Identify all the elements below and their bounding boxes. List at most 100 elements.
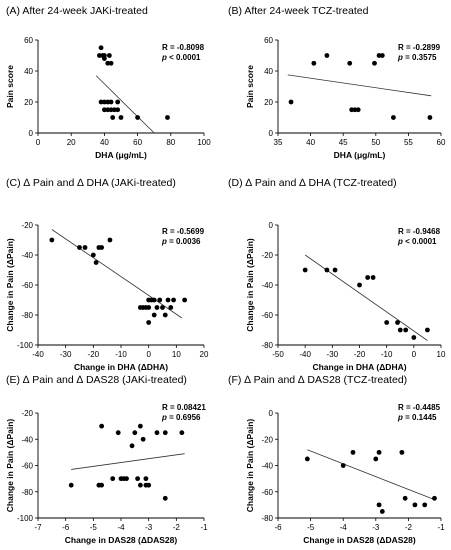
data-point xyxy=(99,482,105,488)
data-point xyxy=(179,430,185,436)
y-tick-label: 60 xyxy=(264,36,273,45)
data-point xyxy=(146,305,152,310)
data-point xyxy=(97,53,102,58)
data-point xyxy=(98,45,104,51)
data-point xyxy=(108,60,114,66)
y-tick-label: 0 xyxy=(269,221,274,230)
data-point xyxy=(90,252,96,258)
stat-r: R = -0.2899 xyxy=(398,43,441,52)
x-tick-label: -6 xyxy=(62,523,70,532)
x-tick-label: 40 xyxy=(100,138,109,147)
data-point xyxy=(110,476,116,482)
y-tick-label: -60 xyxy=(21,462,33,471)
y-axis-label: Change in Pain (ΔPain) xyxy=(5,419,15,513)
x-tick-label: 40 xyxy=(306,138,315,147)
data-point xyxy=(146,320,152,325)
panel-title-b: (B) After 24-week TCZ-treated xyxy=(228,5,369,17)
x-tick-label: 20 xyxy=(67,138,76,147)
data-point xyxy=(340,463,346,468)
data-point xyxy=(49,237,55,243)
stat-r: R = 0.08421 xyxy=(162,403,206,412)
data-point xyxy=(370,275,376,280)
data-point xyxy=(105,60,111,66)
y-axis-label: Pain score xyxy=(5,65,15,108)
data-point xyxy=(162,430,168,436)
x-tick-label: -30 xyxy=(60,350,72,359)
stat-p: p = 0.3575 xyxy=(397,53,437,62)
panel-c: (C) ∆ Pain and ∆ DHA (JAKi-treated) -40 -3… xyxy=(5,177,209,372)
y-tick-label: 60 xyxy=(24,36,33,45)
data-point xyxy=(384,320,390,325)
data-point xyxy=(332,267,338,273)
data-point xyxy=(311,60,317,66)
x-tick-label: -2 xyxy=(173,523,181,532)
data-point xyxy=(168,305,174,310)
regression-line xyxy=(95,75,155,134)
x-tick-label: -5 xyxy=(90,523,98,532)
data-point xyxy=(399,449,405,455)
data-point xyxy=(105,99,111,105)
data-point xyxy=(376,449,382,455)
x-tick-label: 45 xyxy=(339,138,348,147)
x-tick-label: 0 xyxy=(146,350,151,359)
data-point xyxy=(99,245,105,250)
data-point xyxy=(357,282,362,288)
data-point xyxy=(124,476,129,482)
data-point xyxy=(107,237,113,243)
x-axis-label: Change in DAS28 (ΔDAS28) xyxy=(65,535,178,545)
x-tick-label: 50 xyxy=(371,138,380,147)
data-point xyxy=(379,53,385,58)
data-point xyxy=(151,297,157,303)
data-point xyxy=(143,476,149,482)
x-tick-label: 100 xyxy=(197,138,211,147)
data-point xyxy=(376,502,382,508)
panel-title-d: (D) ∆ Pain and ∆ DHA (TCZ-treated) xyxy=(228,177,397,189)
data-point xyxy=(427,115,433,120)
data-point xyxy=(324,267,330,273)
data-point xyxy=(102,107,107,113)
data-point xyxy=(98,99,104,105)
y-tick-label: -100 xyxy=(17,341,34,350)
data-point xyxy=(402,495,408,501)
data-point xyxy=(146,482,152,488)
x-tick-label: -10 xyxy=(115,350,127,359)
panel-b: (B) After 24-week TCZ-treated 35 40 45 50 55 6… xyxy=(228,5,446,160)
data-point xyxy=(288,99,294,105)
y-axis-label: Pain score xyxy=(245,65,255,108)
x-tick-label: 55 xyxy=(404,138,413,147)
y-tick-label: -40 xyxy=(21,251,33,260)
data-point xyxy=(171,297,176,303)
data-point xyxy=(350,449,356,455)
stat-p: p = 0.6956 xyxy=(161,413,201,422)
x-tick-label: -40 xyxy=(299,350,311,359)
data-point xyxy=(302,267,308,273)
stat-p: p = 0.0036 xyxy=(161,237,201,246)
data-point xyxy=(108,99,114,105)
x-tick-label: 10 xyxy=(437,350,446,359)
data-point xyxy=(165,115,170,120)
x-tick-label: -1 xyxy=(200,523,208,532)
data-point xyxy=(422,502,428,508)
data-point xyxy=(154,430,160,436)
x-tick-label: -5 xyxy=(307,523,315,532)
panel-a: (A) After 24-week JAKi-treated 0 20 40 60 80 1… xyxy=(5,5,211,160)
x-tick-label: -7 xyxy=(34,523,42,532)
x-tick-label: -1 xyxy=(437,523,445,532)
panel-e: (E) ∆ Pain and ∆ DAS28 (JAKi-treated)-7-… xyxy=(5,374,208,545)
y-tick-label: 40 xyxy=(264,67,273,76)
regression-line xyxy=(287,74,432,97)
data-point xyxy=(106,53,112,58)
y-tick-label: -40 xyxy=(261,281,273,290)
y-tick-label: 40 xyxy=(24,67,33,76)
regression-line xyxy=(51,229,183,319)
data-point xyxy=(365,275,371,280)
x-tick-label: 0 xyxy=(412,350,417,359)
x-tick-label: -50 xyxy=(272,350,284,359)
data-point xyxy=(182,297,188,303)
data-point xyxy=(379,509,385,514)
stat-p: p = 0.1445 xyxy=(397,413,437,422)
data-point xyxy=(111,107,117,113)
y-tick-label: 0 xyxy=(269,409,274,418)
panel-title-a: (A) After 24-week JAKi-treated xyxy=(6,5,148,17)
